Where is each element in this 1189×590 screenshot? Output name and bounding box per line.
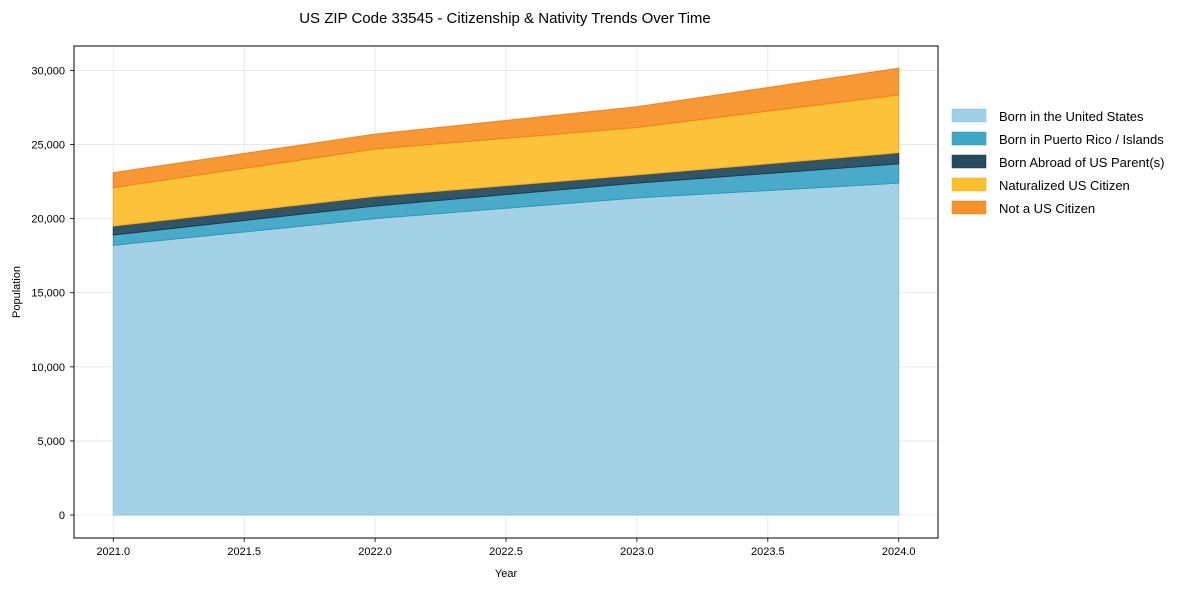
y-tick-label: 5,000	[37, 436, 65, 448]
x-tick-label: 2021.5	[227, 546, 261, 558]
x-tick-label: 2023.0	[620, 546, 654, 558]
legend-swatch	[951, 177, 987, 192]
legend-label: Not a US Citizen	[999, 201, 1095, 216]
x-tick-label: 2023.5	[751, 546, 785, 558]
y-tick-label: 10,000	[31, 362, 65, 374]
legend-label: Naturalized US Citizen	[999, 178, 1130, 193]
x-axis: 2021.0 2021.5 2022.0 2022.5 2023.0 2023.5 2024…	[96, 538, 916, 558]
legend-label: Born in Puerto Rico / Islands	[999, 132, 1164, 147]
chart-title: US ZIP Code 33545 - Citizenship & Nativi…	[299, 10, 711, 27]
legend-swatch	[951, 154, 987, 169]
y-tick-label: 30,000	[31, 65, 65, 77]
y-axis-label: Population	[11, 266, 23, 318]
area-series-5	[112, 67, 900, 189]
x-axis-label: Year	[495, 568, 518, 580]
x-tick-label: 2021.0	[96, 546, 130, 558]
legend-swatch	[951, 200, 987, 215]
areas	[112, 67, 900, 516]
legend-label: Born in the United States	[999, 109, 1144, 124]
y-tick-label: 15,000	[31, 288, 65, 300]
legend-label: Born Abroad of US Parent(s)	[999, 155, 1164, 170]
legend: Born in the United States Born in Puerto …	[951, 108, 1164, 216]
x-tick-label: 2022.5	[489, 546, 523, 558]
y-tick-label: 25,000	[31, 140, 65, 152]
legend-swatch	[951, 131, 987, 146]
y-tick-label: 20,000	[31, 214, 65, 226]
x-tick-label: 2022.0	[358, 546, 392, 558]
legend-swatch	[951, 108, 987, 123]
y-axis: 0 5,000 10,000 15,000 20,000 25,000 30,000	[31, 65, 74, 522]
y-tick-label: 0	[59, 510, 65, 522]
x-tick-label: 2024.0	[882, 546, 916, 558]
